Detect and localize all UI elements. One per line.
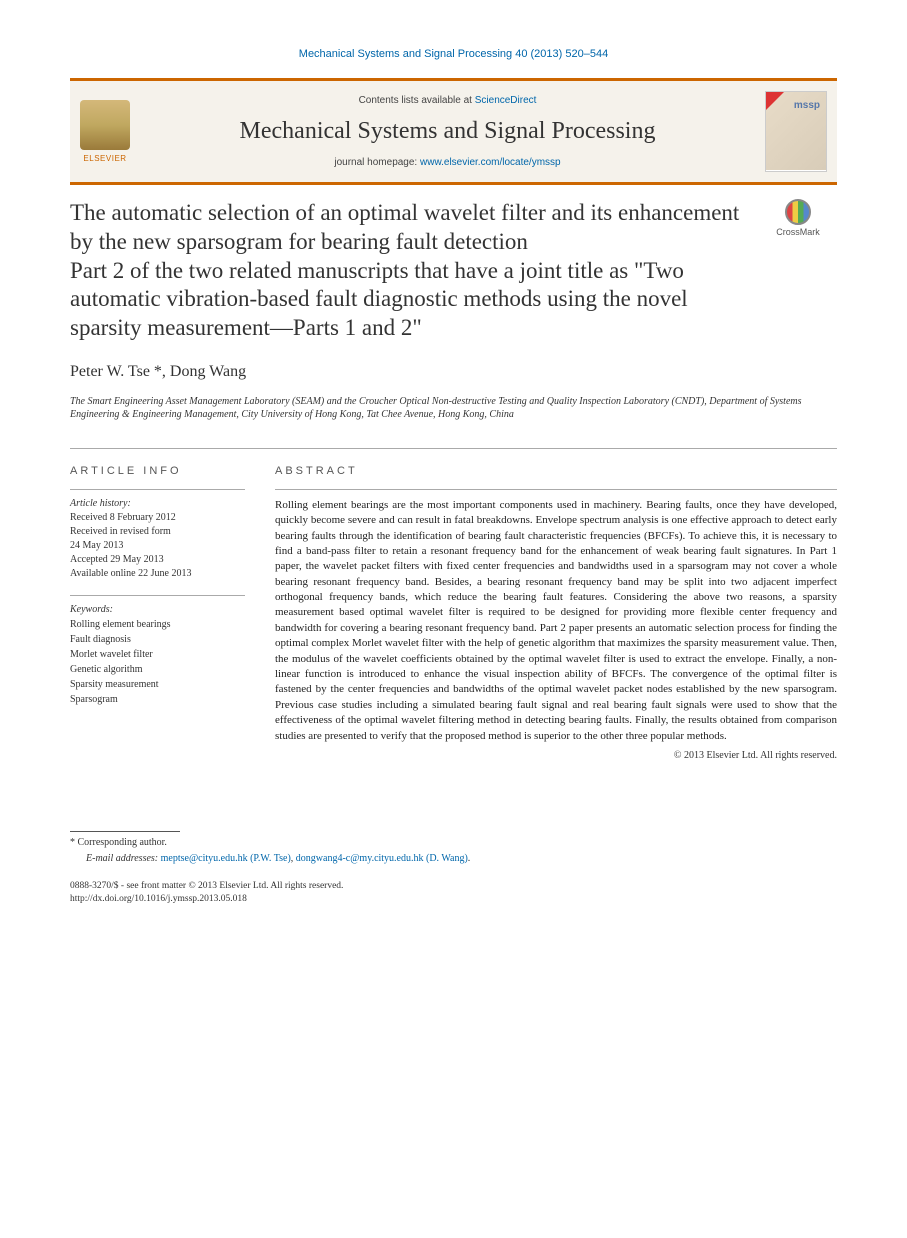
crossmark-label: CrossMark: [759, 227, 837, 237]
abstract-col: ABSTRACT Rolling element bearings are th…: [275, 465, 837, 761]
keywords-list: Rolling element bearings Fault diagnosis…: [70, 617, 245, 707]
elsevier-tree-icon: [80, 100, 130, 150]
email-link-2[interactable]: dongwang4-c@my.cityu.edu.hk (D. Wang): [296, 853, 468, 864]
journal-cover-thumb[interactable]: mssp: [765, 91, 827, 172]
title-sub: Part 2 of the two related manuscripts th…: [70, 258, 688, 341]
page-footer: * Corresponding author. E-mail addresses…: [70, 831, 837, 907]
cover-image: mssp: [766, 92, 826, 170]
homepage-prefix: journal homepage:: [334, 157, 420, 168]
info-rule-2: [70, 595, 245, 596]
page-container: Mechanical Systems and Signal Processing…: [0, 0, 907, 947]
info-abstract-row: ARTICLE INFO Article history: Received 8…: [70, 465, 837, 761]
article-title: The automatic selection of an optimal wa…: [70, 199, 747, 343]
abstract-copyright: © 2013 Elsevier Ltd. All rights reserved…: [275, 750, 837, 761]
info-rule-1: [70, 489, 245, 490]
contents-line: Contents lists available at ScienceDirec…: [150, 95, 745, 106]
abstract-rule: [275, 489, 837, 490]
citation-header: Mechanical Systems and Signal Processing…: [70, 48, 837, 60]
history-head: Article history:: [70, 498, 245, 509]
elsevier-label: ELSEVIER: [83, 154, 126, 163]
sciencedirect-link[interactable]: ScienceDirect: [475, 95, 537, 106]
doi-line: http://dx.doi.org/10.1016/j.ymssp.2013.0…: [70, 893, 837, 906]
title-block: The automatic selection of an optimal wa…: [70, 199, 747, 343]
contents-prefix: Contents lists available at: [359, 95, 475, 106]
corresponding-note: * Corresponding author.: [70, 836, 837, 850]
authors-line: Peter W. Tse *, Dong Wang: [70, 363, 837, 381]
journal-name: Mechanical Systems and Signal Processing: [150, 118, 745, 145]
footnote-rule: [70, 831, 180, 832]
crossmark-widget[interactable]: CrossMark: [759, 199, 837, 237]
email-link-1[interactable]: meptse@cityu.edu.hk (P.W. Tse): [161, 853, 291, 864]
email-line: E-mail addresses: meptse@cityu.edu.hk (P…: [70, 852, 837, 866]
title-main: The automatic selection of an optimal wa…: [70, 200, 739, 254]
divider-top: [70, 448, 837, 449]
article-info-label: ARTICLE INFO: [70, 465, 245, 477]
cover-corner-icon: [766, 92, 784, 110]
issn-line: 0888-3270/$ - see front matter © 2013 El…: [70, 880, 837, 893]
abstract-text: Rolling element bearings are the most im…: [275, 498, 837, 744]
affiliation: The Smart Engineering Asset Management L…: [70, 395, 837, 422]
history-text: Received 8 February 2012 Received in rev…: [70, 511, 245, 581]
elsevier-logo[interactable]: ELSEVIER: [70, 81, 140, 182]
homepage-line: journal homepage: www.elsevier.com/locat…: [150, 157, 745, 168]
journal-banner: ELSEVIER Contents lists available at Sci…: [70, 78, 837, 185]
crossmark-icon: [785, 199, 811, 225]
article-info-col: ARTICLE INFO Article history: Received 8…: [70, 465, 245, 761]
title-row: The automatic selection of an optimal wa…: [70, 199, 837, 343]
abstract-label: ABSTRACT: [275, 465, 837, 477]
homepage-link[interactable]: www.elsevier.com/locate/ymssp: [420, 157, 561, 168]
keywords-head: Keywords:: [70, 604, 245, 615]
cover-abbrev: mssp: [794, 100, 820, 111]
email-label: E-mail addresses:: [86, 853, 161, 864]
banner-center: Contents lists available at ScienceDirec…: [140, 81, 755, 182]
